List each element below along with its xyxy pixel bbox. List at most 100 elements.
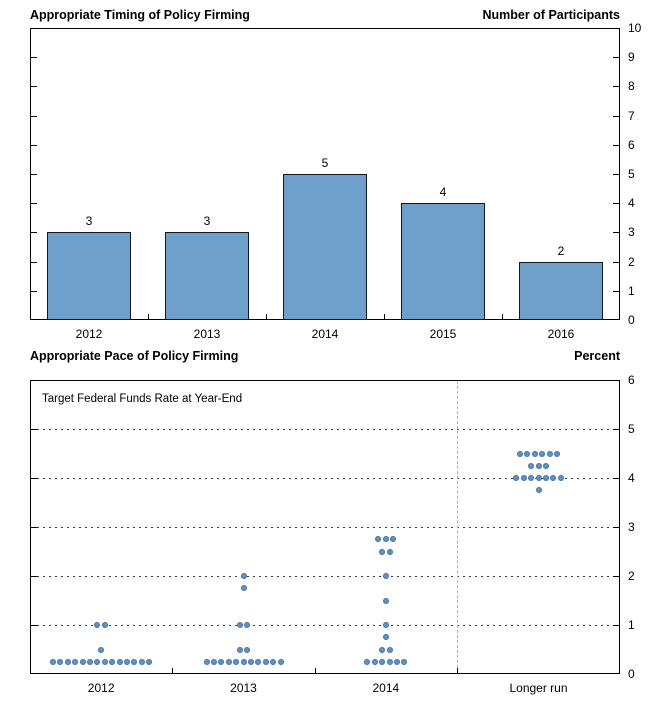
participant-dot bbox=[101, 658, 108, 665]
x-tick-mark bbox=[314, 668, 316, 674]
y-tick-mark-left bbox=[31, 115, 37, 117]
participant-dot bbox=[233, 658, 240, 665]
participant-dot bbox=[546, 450, 553, 457]
x-tick-label: 2013 bbox=[230, 681, 257, 695]
y-tick-mark-right bbox=[613, 625, 619, 626]
x-tick-mark bbox=[502, 314, 503, 320]
x-tick-label: Longer run bbox=[509, 681, 568, 695]
participant-dot bbox=[236, 646, 243, 653]
x-tick-mark bbox=[384, 314, 385, 320]
participant-dot bbox=[131, 658, 138, 665]
participant-dot bbox=[401, 658, 408, 665]
participant-dot bbox=[101, 622, 108, 628]
gridline bbox=[31, 576, 619, 577]
participant-dot bbox=[203, 658, 210, 665]
participant-dot bbox=[517, 450, 523, 457]
participant-dot bbox=[557, 475, 564, 481]
gridline bbox=[31, 625, 619, 626]
participant-dot bbox=[146, 658, 153, 665]
participant-dot bbox=[94, 658, 101, 665]
y-tick-mark-left bbox=[31, 478, 37, 479]
x-tick-label: 2014 bbox=[372, 681, 400, 695]
bar-value-label: 4 bbox=[439, 185, 447, 200]
participant-dot bbox=[138, 658, 145, 665]
y-tick-mark-right bbox=[613, 203, 619, 205]
participant-dot bbox=[244, 646, 251, 653]
participant-dot bbox=[382, 573, 389, 579]
bar-2014 bbox=[283, 174, 367, 320]
y-tick-label: 4 bbox=[628, 471, 635, 485]
x-tick-label: 2016 bbox=[547, 327, 575, 341]
y-tick-mark-right bbox=[613, 261, 619, 263]
x-tick-label: 2013 bbox=[193, 327, 221, 341]
participant-dot bbox=[277, 658, 284, 665]
participant-dot bbox=[554, 450, 560, 457]
bar-value-label: 5 bbox=[321, 156, 329, 170]
y-tick-mark-left bbox=[31, 625, 37, 626]
y-tick-label: 3 bbox=[628, 520, 635, 534]
participant-dot bbox=[535, 462, 542, 469]
y-tick-label: 6 bbox=[628, 373, 635, 387]
y-tick-label: 7 bbox=[628, 108, 635, 123]
y-tick-mark-left bbox=[31, 261, 37, 263]
bar-2013 bbox=[165, 232, 249, 320]
participant-dot bbox=[79, 658, 86, 665]
y-tick-label: 4 bbox=[628, 196, 635, 211]
participant-dot bbox=[218, 658, 225, 665]
participant-dot bbox=[542, 462, 549, 469]
y-tick-mark-left bbox=[31, 203, 37, 205]
participant-dot bbox=[262, 658, 269, 665]
y-tick-mark-left bbox=[31, 527, 37, 528]
y-tick-mark-right bbox=[613, 144, 619, 146]
y-tick-mark-left bbox=[31, 576, 37, 577]
y-tick-label: 1 bbox=[628, 283, 635, 298]
pace-chart-title: Appropriate Pace of Policy Firming bbox=[30, 349, 239, 363]
x-tick-label: 2012 bbox=[87, 681, 115, 695]
participant-dot bbox=[528, 475, 535, 481]
participant-dot bbox=[528, 462, 535, 469]
participant-dot bbox=[542, 475, 549, 481]
longer-run-divider bbox=[457, 381, 458, 673]
participant-dot bbox=[393, 658, 400, 665]
participant-dot bbox=[50, 658, 57, 665]
timing-right-axis-title: Number of Participants bbox=[482, 8, 620, 22]
y-tick-label: 8 bbox=[628, 79, 635, 94]
participant-dot bbox=[375, 536, 382, 543]
x-tick-label: 2012 bbox=[75, 327, 103, 341]
participant-dot bbox=[210, 658, 217, 665]
y-tick-mark-right bbox=[613, 576, 619, 577]
y-tick-mark-left bbox=[31, 144, 37, 146]
participant-dot bbox=[240, 658, 247, 665]
bar-value-label: 3 bbox=[203, 214, 211, 229]
participant-dot bbox=[550, 475, 557, 481]
participant-dot bbox=[520, 475, 527, 481]
y-tick-mark-left bbox=[31, 57, 37, 59]
bar-value-label: 2 bbox=[557, 243, 565, 258]
participant-dot bbox=[535, 487, 542, 494]
participant-dot bbox=[386, 646, 393, 653]
participant-dot bbox=[98, 646, 105, 653]
x-tick-label: 2015 bbox=[429, 327, 457, 341]
x-tick-label: 2014 bbox=[311, 327, 339, 341]
participant-dot bbox=[379, 646, 386, 653]
participant-dot bbox=[57, 658, 64, 665]
participant-dot bbox=[255, 658, 262, 665]
pace-inner-label: Target Federal Funds Rate at Year-End bbox=[42, 393, 243, 405]
y-tick-mark-right bbox=[613, 527, 619, 528]
participant-dot bbox=[64, 658, 71, 665]
y-tick-label: 6 bbox=[628, 137, 635, 152]
y-tick-label: 2 bbox=[628, 569, 635, 583]
y-tick-label: 0 bbox=[628, 313, 635, 327]
participant-dot bbox=[240, 585, 247, 592]
bar-2016 bbox=[519, 261, 603, 320]
participant-dot bbox=[87, 658, 94, 665]
gridline bbox=[31, 429, 619, 430]
y-tick-label: 1 bbox=[628, 618, 635, 632]
y-tick-mark-left bbox=[31, 290, 37, 292]
bar-value-label: 3 bbox=[85, 214, 93, 229]
y-tick-mark-left bbox=[31, 232, 37, 234]
y-tick-mark-right bbox=[613, 232, 619, 234]
bar-2012 bbox=[47, 232, 131, 320]
y-tick-label: 0 bbox=[628, 667, 635, 681]
y-tick-mark-right bbox=[613, 57, 619, 59]
